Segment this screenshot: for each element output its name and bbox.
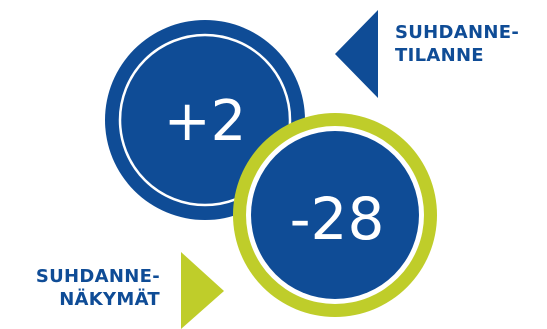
current-situation-pointer-triangle [335,10,378,98]
current-situation-label-line-1: SUHDANNE- [395,22,520,43]
outlook-pointer-triangle [181,252,224,329]
outlook-label-line-1: SUHDANNE- [35,266,160,287]
outlook-circle-fill [251,131,419,299]
current-situation-label: SUHDANNE- TILANNE [395,21,519,67]
current-situation-value: +2 [164,89,247,154]
outlook-circle [233,113,437,317]
current-situation-circle-ring [118,33,292,207]
outlook-value: -28 [290,185,385,253]
outlook-label-line-2: NÄKYMÄT [59,289,160,310]
current-situation-label-line-2: TILANNE [395,45,484,66]
outlook-label: SUHDANNE- NÄKYMÄT [0,265,160,311]
